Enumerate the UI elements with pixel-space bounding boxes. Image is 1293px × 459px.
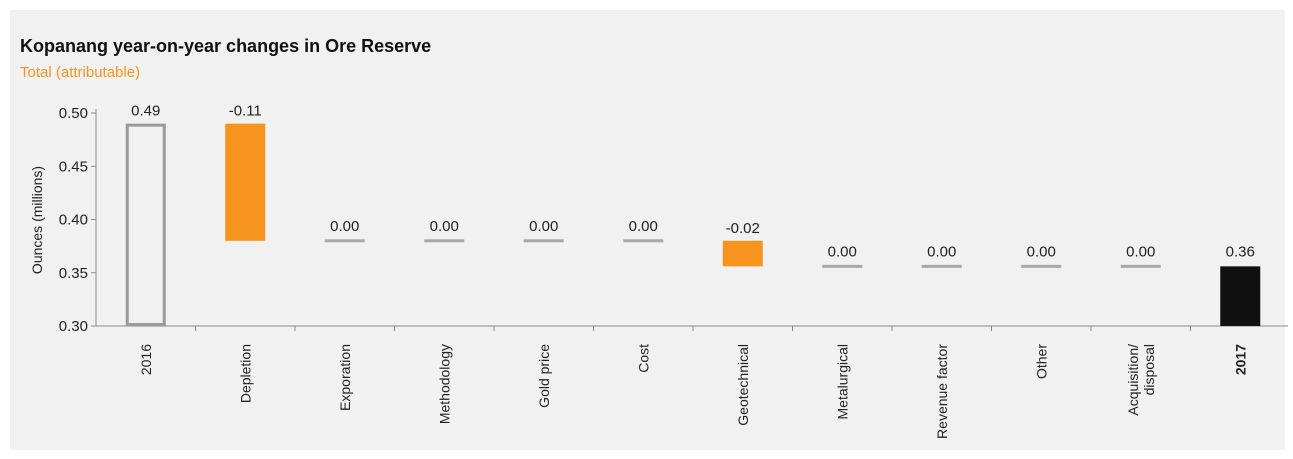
x-tick-label: 2016 bbox=[138, 344, 154, 375]
chart-title-strong: Kopanang bbox=[20, 36, 108, 56]
bar-8 bbox=[921, 264, 962, 268]
bar-10 bbox=[1120, 264, 1161, 268]
y-axis-label: Ounces (millions) bbox=[29, 166, 45, 274]
x-tick-label-line: Depletion bbox=[237, 344, 253, 403]
data-label: 0.00 bbox=[927, 243, 956, 260]
bar-11 bbox=[1220, 266, 1261, 326]
chart-subtitle: Total (attributable) bbox=[20, 64, 141, 81]
bar-2 bbox=[324, 239, 365, 243]
x-tick-label-line: Methodology bbox=[436, 344, 452, 424]
x-tick-label: Gold price bbox=[536, 344, 552, 408]
x-tick-label: Cost bbox=[635, 344, 651, 373]
data-label: 0.00 bbox=[828, 243, 857, 260]
data-label: 0.49 bbox=[131, 103, 160, 120]
x-tick-label: Acquisition/disposal bbox=[1125, 344, 1157, 416]
chart-title: Kopanang year-on-year changes in Ore Res… bbox=[20, 36, 431, 57]
bar-0 bbox=[125, 123, 166, 327]
bar-9 bbox=[1021, 264, 1062, 268]
y-tick-label: 0.35 bbox=[59, 265, 88, 282]
x-tick-label-line: Metalurgical bbox=[834, 344, 850, 419]
x-tick-label: Revenue factor bbox=[934, 344, 950, 439]
data-label: 0.00 bbox=[1027, 243, 1056, 260]
bar-7 bbox=[822, 264, 863, 268]
bar-4 bbox=[523, 239, 564, 243]
y-tick-label: 0.45 bbox=[59, 158, 88, 175]
x-tick-label: Geotechnical bbox=[735, 344, 751, 426]
x-tick-label: Methodology bbox=[436, 344, 452, 424]
chart-title-rest: year-on-year changes in Ore Reserve bbox=[108, 36, 432, 56]
data-label: 0.36 bbox=[1226, 243, 1255, 260]
x-tick-label: Exporation bbox=[337, 344, 353, 411]
x-tick-label: Depletion bbox=[237, 344, 253, 403]
bar-5 bbox=[623, 239, 664, 243]
y-tick-label: 0.30 bbox=[59, 318, 88, 335]
x-tick-label: Metalurgical bbox=[834, 344, 850, 419]
x-tick-label-line: disposal bbox=[1141, 344, 1157, 395]
x-tick-label-line: 2016 bbox=[138, 344, 154, 375]
x-tick-label-line: Gold price bbox=[536, 344, 552, 408]
chart-panel bbox=[10, 10, 1285, 450]
data-label: 0.00 bbox=[529, 218, 558, 235]
x-tick-label-line: 2017 bbox=[1232, 344, 1248, 375]
x-tick-label-line: Exporation bbox=[337, 344, 353, 411]
data-label: 0.00 bbox=[430, 218, 459, 235]
x-tick-label-line: Cost bbox=[635, 344, 651, 373]
x-tick-label-line: Other bbox=[1033, 344, 1049, 379]
bar-3 bbox=[424, 239, 465, 243]
y-tick-label: 0.40 bbox=[59, 212, 88, 229]
bar-6 bbox=[722, 240, 763, 267]
x-tick-label-line: Revenue factor bbox=[934, 344, 950, 439]
y-tick-label: 0.50 bbox=[59, 105, 88, 122]
data-label: 0.00 bbox=[1126, 243, 1155, 260]
bar-1 bbox=[225, 123, 266, 241]
data-label: -0.02 bbox=[726, 220, 760, 237]
x-tick-label-line: Geotechnical bbox=[735, 344, 751, 426]
data-label: 0.00 bbox=[330, 218, 359, 235]
x-tick-label: Other bbox=[1033, 344, 1049, 379]
data-label: -0.11 bbox=[229, 103, 262, 120]
x-tick-label-line: Acquisition/ bbox=[1125, 344, 1141, 416]
x-tick-label: 2017 bbox=[1232, 344, 1248, 375]
data-label: 0.00 bbox=[629, 218, 658, 235]
